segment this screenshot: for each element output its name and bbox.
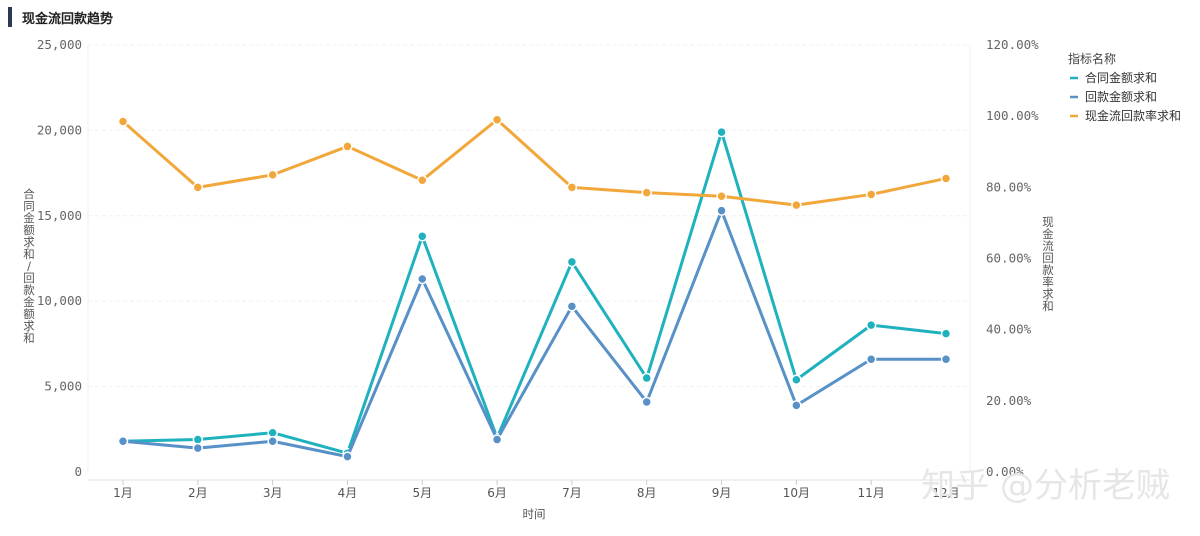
y-tick-label: 5,000 <box>44 379 82 394</box>
x-tick-label: 11月 <box>858 486 885 500</box>
data-point <box>117 116 129 127</box>
y2-tick-label: 0.00% <box>986 464 1024 479</box>
x-tick-label: 2月 <box>188 486 208 500</box>
data-point <box>342 451 353 462</box>
x-tick-label: 8月 <box>637 486 657 500</box>
x-tick-label: 7月 <box>562 486 582 500</box>
data-point <box>417 174 428 186</box>
y-axis-label: 合同金额求和/回款金额求和 <box>23 187 35 345</box>
data-point <box>192 182 204 193</box>
y2-tick-label: 40.00% <box>986 322 1032 337</box>
y2-tick-label: 120.00% <box>986 37 1039 52</box>
data-point <box>342 141 353 152</box>
y2-tick-label: 100.00% <box>986 108 1039 123</box>
x-tick-label: 4月 <box>338 486 358 500</box>
y2-tick-label: 80.00% <box>986 179 1032 194</box>
data-point <box>865 189 877 200</box>
data-point <box>791 199 802 211</box>
data-point <box>566 182 578 193</box>
data-point <box>491 114 503 125</box>
legend-entry: 合同金额求和 <box>1085 70 1157 85</box>
data-point <box>791 374 802 386</box>
data-point <box>865 354 877 365</box>
legend-entry: 现金流回款率求和 <box>1085 108 1181 123</box>
data-point <box>417 231 428 242</box>
y2-axis-label: 现金流回款率求和 <box>1042 215 1054 313</box>
y-tick-label: 0 <box>74 464 82 479</box>
y-tick-label: 20,000 <box>37 122 82 137</box>
y-tick-label: 15,000 <box>37 208 82 223</box>
x-tick-label: 5月 <box>412 486 432 500</box>
chart-title: 现金流回款趋势 <box>22 11 114 27</box>
data-point <box>491 434 503 445</box>
watermark-text: 知乎 @分析老贼 <box>921 466 1170 506</box>
series-line-3 <box>122 118 947 207</box>
data-point <box>641 396 652 408</box>
data-point <box>940 354 952 365</box>
y2-tick-label: 60.00% <box>986 251 1032 266</box>
header-accent-bar <box>8 7 12 27</box>
x-axis-label: 时间 <box>523 507 546 521</box>
y2-tick-label: 20.00% <box>986 393 1032 408</box>
series-line-1 <box>122 130 947 455</box>
data-point <box>716 126 727 138</box>
y-tick-label: 25,000 <box>37 37 82 52</box>
x-tick-label: 9月 <box>712 486 732 500</box>
data-point <box>940 173 952 184</box>
data-point <box>716 205 727 216</box>
data-point <box>417 273 428 285</box>
y-tick-label: 10,000 <box>37 293 82 308</box>
data-point <box>267 427 278 438</box>
x-tick-label: 1月 <box>113 486 133 500</box>
legend-title: 指标名称 <box>1068 51 1116 66</box>
data-point <box>566 301 578 312</box>
data-point <box>566 256 578 268</box>
legend-entry: 回款金额求和 <box>1085 89 1157 104</box>
x-tick-label: 10月 <box>783 486 810 500</box>
data-point <box>192 442 204 454</box>
data-point <box>641 372 652 384</box>
x-tick-label: 12月 <box>932 486 959 500</box>
chart-header: 现金流回款趋势 <box>8 6 113 28</box>
x-tick-label: 3月 <box>263 486 283 500</box>
data-point <box>267 436 278 447</box>
data-point <box>641 187 652 198</box>
series-line-2 <box>122 209 946 459</box>
data-point <box>865 319 877 331</box>
data-point <box>267 169 278 181</box>
data-point <box>192 434 204 445</box>
data-point <box>940 328 952 339</box>
x-tick-label: 6月 <box>487 486 507 500</box>
data-point <box>791 400 802 411</box>
data-point <box>117 436 129 447</box>
data-point <box>716 190 727 202</box>
